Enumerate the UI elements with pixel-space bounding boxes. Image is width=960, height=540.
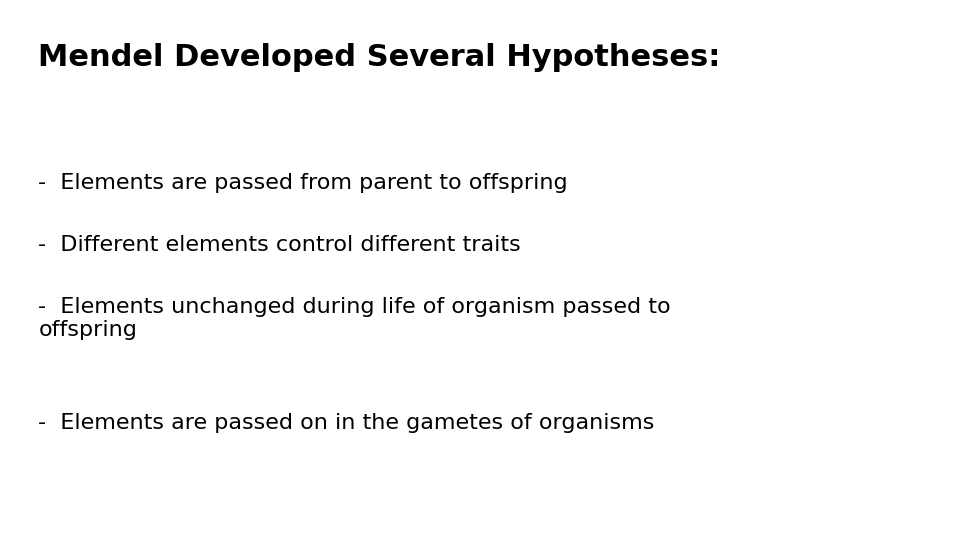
Text: -  Elements are passed on in the gametes of organisms: - Elements are passed on in the gametes … — [38, 413, 655, 433]
Text: -  Elements are passed from parent to offspring: - Elements are passed from parent to off… — [38, 173, 568, 193]
Text: -  Elements unchanged during life of organism passed to
offspring: - Elements unchanged during life of orga… — [38, 297, 671, 340]
Text: -  Different elements control different traits: - Different elements control different t… — [38, 235, 521, 255]
Text: Mendel Developed Several Hypotheses:: Mendel Developed Several Hypotheses: — [38, 43, 721, 72]
